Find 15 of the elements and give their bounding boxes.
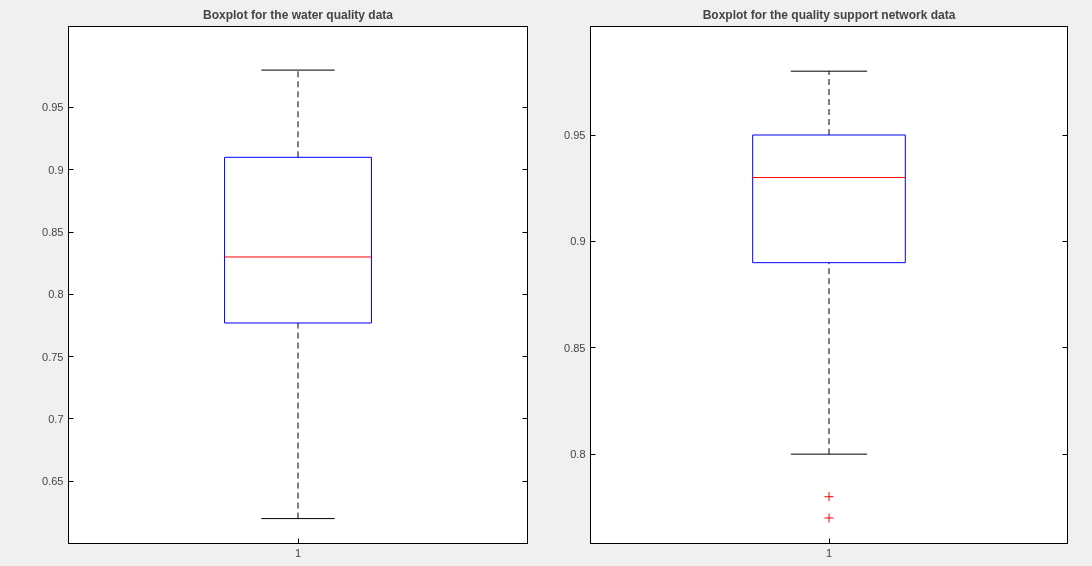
x-tick-label: 1 xyxy=(825,546,833,559)
y-tick-label: 0.95 xyxy=(564,129,586,142)
y-tick-label: 0.9 xyxy=(48,163,64,176)
y-tick-label: 0.8 xyxy=(48,288,64,301)
y-tick-label: 0.95 xyxy=(42,101,64,114)
y-tick-label: 0.8 xyxy=(570,448,586,461)
y-tick-label: 0.75 xyxy=(42,350,64,363)
y-tick-label: 0.85 xyxy=(42,226,64,239)
y-tick-label: 0.65 xyxy=(42,475,64,488)
y-tick-label: 0.85 xyxy=(564,341,586,354)
chart-title: Boxplot for the water quality data xyxy=(202,7,394,22)
x-tick-label: 1 xyxy=(294,546,302,559)
y-tick-label: 0.7 xyxy=(48,412,64,425)
chart-title: Boxplot for the quality support network data xyxy=(702,7,956,22)
y-tick-label: 0.9 xyxy=(570,235,586,248)
